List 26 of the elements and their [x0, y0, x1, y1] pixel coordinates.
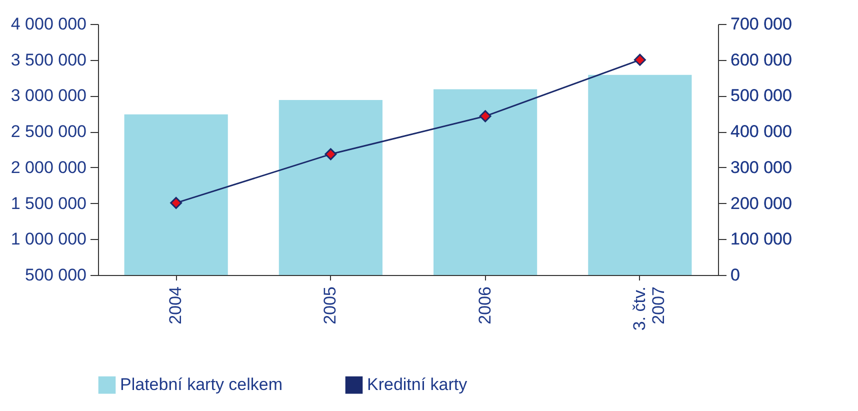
y2-tick-label: 400 000: [730, 122, 792, 142]
y2-tick-label: 600 000: [730, 50, 792, 70]
legend-label: Platební karty celkem: [120, 375, 283, 394]
point: [479, 110, 492, 122]
y-tick-label: 2 000 000: [10, 158, 86, 177]
point: [324, 148, 337, 160]
y-tick-label: 4 000 000: [10, 14, 86, 34]
y-tick-label: 3 500 000: [10, 50, 86, 70]
point: [634, 54, 646, 66]
y2-tick-label: 300 000: [730, 158, 792, 177]
legend-label: Kreditní karty: [367, 375, 468, 394]
y2-tick-label: 100 000: [730, 230, 792, 249]
y-tick-label: 1 000 000: [10, 230, 86, 249]
y2-tick-label: 0: [730, 266, 740, 284]
x-tick-label: 2005: [320, 286, 340, 324]
y2-tick-label: 700 000: [730, 14, 792, 34]
x-tick-label: 2006: [475, 286, 494, 324]
x-tick-label: 3. čtv. 2007: [630, 286, 668, 331]
y-tick-label: 500 000: [25, 266, 86, 284]
y-tick-label: 1 500 000: [10, 194, 86, 213]
y2-tick-label: 200 000: [730, 194, 792, 213]
y-tick-label: 2 500 000: [10, 122, 86, 142]
x-tick-label: 2004: [166, 286, 186, 324]
point: [170, 196, 182, 209]
y2-tick-label: 500 000: [730, 86, 792, 106]
y-tick-label: 3 000 000: [10, 86, 86, 106]
